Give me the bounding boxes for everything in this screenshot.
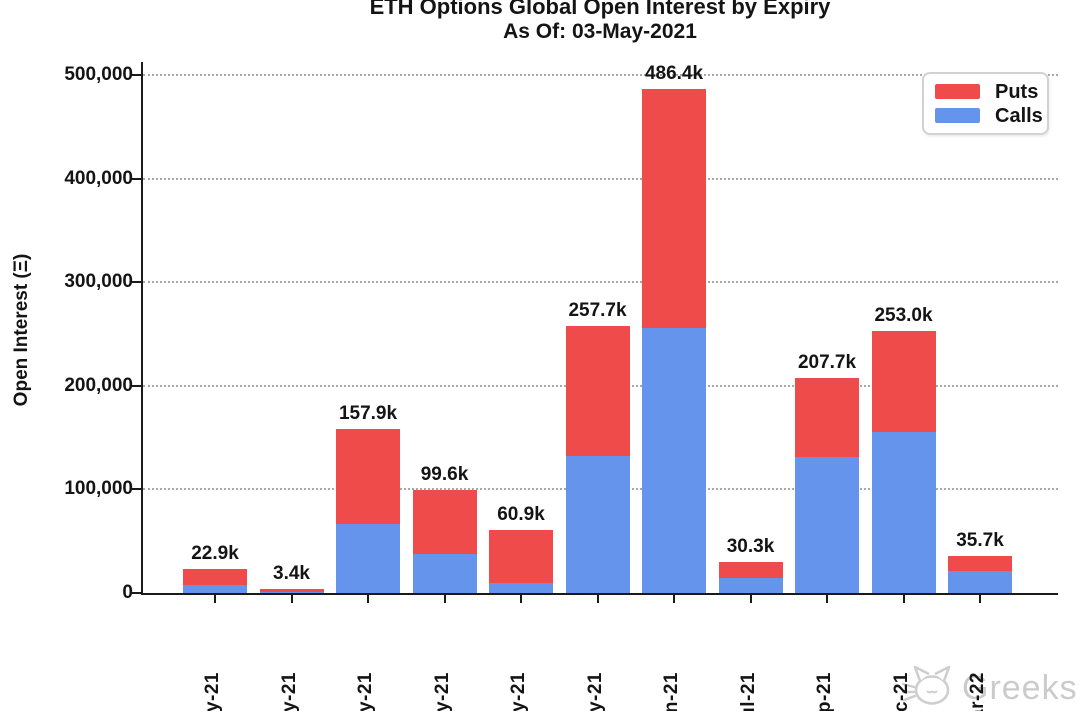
x-tick-mark	[520, 595, 522, 603]
x-tick-label: 31-Dec-21	[891, 672, 913, 711]
bar-total-label: 486.4k	[644, 63, 704, 85]
x-tick-mark	[443, 595, 446, 603]
bar-total-label: 3.4k	[273, 563, 310, 585]
legend-item: Puts	[935, 80, 1039, 103]
puts-segment	[948, 556, 1012, 572]
legend-swatch-icon	[935, 84, 980, 99]
y-tick-mark	[132, 74, 141, 76]
puts-segment	[795, 377, 859, 458]
calls-segment	[565, 456, 630, 593]
y-tick-label: 0	[122, 582, 133, 603]
chart-subtitle: As Of: 03-May-2021	[503, 20, 697, 43]
x-tick-mark	[749, 595, 752, 603]
x-tick-label: 14-May-21	[432, 672, 454, 711]
bar-total-label: 207.7k	[797, 351, 857, 373]
y-gridline	[143, 281, 1058, 284]
y-tick-mark	[132, 177, 141, 180]
bar-total-label: 253.0k	[874, 304, 933, 326]
cat-logo-icon	[901, 662, 957, 711]
legend-label: Calls	[995, 104, 1043, 127]
calls-segment	[412, 554, 477, 593]
puts-segment	[565, 326, 630, 457]
bar-total-label: 157.9k	[338, 403, 398, 425]
bar-total-label: 60.9k	[497, 503, 545, 525]
puts-segment	[336, 429, 400, 524]
x-tick-mark	[902, 595, 905, 603]
legend: Puts Calls	[922, 72, 1049, 135]
watermark: Greeks	[901, 662, 1078, 711]
x-tick-mark	[673, 595, 675, 603]
puts-segment	[718, 561, 783, 578]
x-tick-label: 25-Mar-22	[967, 672, 989, 711]
calls-segment	[642, 327, 706, 593]
x-tick-mark	[290, 595, 293, 603]
y-tick-mark	[132, 488, 141, 491]
x-tick-label: 28-May-21	[585, 672, 607, 711]
x-tick-label: 30-Jul-21	[738, 672, 760, 711]
y-tick-label: 200,000	[64, 374, 133, 396]
y-tick-label: 500,000	[64, 64, 133, 85]
y-tick-mark	[132, 384, 141, 387]
calls-segment	[259, 591, 324, 593]
chart-title: ETH Options Global Open Interest by Expi…	[155, 0, 1045, 45]
y-axis-label: Open Interest (Ξ)	[11, 253, 32, 407]
chart-title-line1: ETH Options Global Open Interest by Expi…	[369, 0, 831, 19]
x-tick-label: 05-May-21	[279, 672, 301, 711]
y-tick-mark	[132, 592, 141, 594]
puts-segment	[871, 330, 936, 433]
y-axis-spine	[141, 62, 143, 595]
x-tick-mark	[979, 595, 981, 603]
puts-segment	[489, 529, 553, 584]
calls-segment	[948, 571, 1012, 593]
calls-segment	[795, 457, 859, 593]
y-tick-label: 400,000	[64, 167, 133, 189]
x-tick-mark	[826, 595, 828, 603]
bar-total-label: 30.3k	[726, 535, 775, 557]
y-tick-mark	[132, 281, 141, 284]
calls-segment	[871, 432, 936, 593]
legend-item: Calls	[935, 106, 1043, 126]
y-gridline	[143, 177, 1058, 180]
puts-segment	[183, 569, 247, 586]
puts-segment	[259, 589, 324, 592]
calls-segment	[489, 583, 553, 593]
x-tick-mark	[214, 595, 216, 603]
bar-total-label: 257.7k	[568, 300, 627, 322]
x-tick-mark	[596, 595, 599, 603]
legend-label: Puts	[995, 80, 1039, 103]
bar-total-label: 22.9k	[191, 543, 239, 565]
calls-segment	[183, 585, 247, 593]
x-tick-label: 25-Jun-21	[661, 672, 683, 711]
y-tick-label: 100,000	[64, 478, 133, 500]
x-tick-mark	[367, 595, 369, 603]
puts-segment	[412, 489, 477, 555]
plot-area: Puts Calls 0 100,000 200,000 300,000 400,000 5…	[64, 62, 1058, 711]
calls-segment	[718, 577, 783, 593]
x-axis-spine	[141, 593, 1058, 595]
calls-segment	[336, 523, 400, 593]
legend-swatch-icon	[935, 108, 980, 123]
x-tick-label: 21-May-21	[508, 672, 530, 711]
y-tick-label: 300,000	[64, 271, 133, 293]
bar-total-label: 99.6k	[420, 463, 469, 485]
bar-total-label: 35.7k	[956, 530, 1004, 551]
watermark-text: Greeks	[962, 669, 1078, 707]
x-tick-label: 07-May-21	[355, 672, 377, 711]
x-tick-label: 24-Sep-21	[814, 672, 836, 711]
x-tick-label: 04-May-21	[202, 672, 224, 711]
y-gridline	[143, 74, 1058, 76]
puts-segment	[642, 89, 706, 328]
